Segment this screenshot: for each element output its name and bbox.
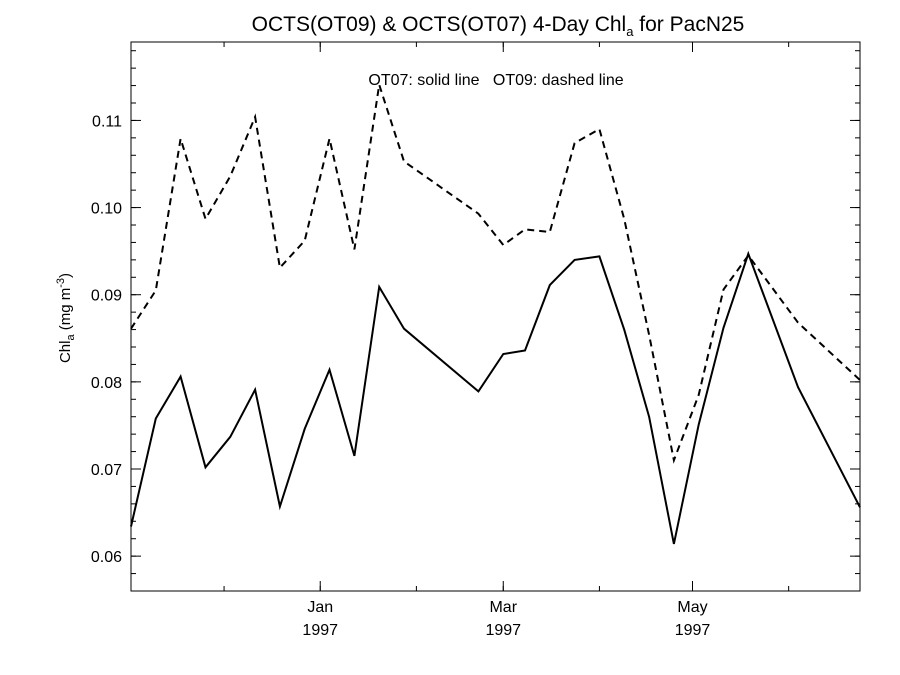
axes (130, 41, 861, 592)
y-tick-label: 0.06 (91, 549, 122, 566)
tick-marks (130, 42, 860, 592)
series-line-ot07 (130, 250, 861, 545)
y-tick-labels: 0.06 0.07 0.08 0.09 0.10 0.11 (91, 113, 122, 566)
x-tick-label: 1997 (485, 622, 521, 639)
y-tick-label: 0.11 (92, 113, 122, 130)
plot-frame (130, 41, 861, 592)
chart-title: OCTS(OT09) & OCTS(OT07) 4-Day Chla for P… (252, 13, 745, 39)
x-tick-labels: Jan 1997 Mar 1997 May 1997 (302, 599, 710, 639)
x-tick-label: 1997 (302, 622, 338, 639)
x-tick-label: Jan (307, 599, 333, 616)
x-tick-label: 1997 (675, 622, 711, 639)
series-lines (130, 84, 861, 545)
line-style-annotation: OT07: solid line OT09: dashed line (368, 72, 623, 89)
y-tick-label: 0.09 (91, 288, 122, 305)
y-tick-label: 0.10 (91, 201, 122, 218)
y-axis-label: Chla (mg m-3) (55, 273, 77, 363)
x-tick-label: Mar (489, 599, 517, 616)
series-line-ot09 (130, 84, 861, 464)
x-tick-label: May (677, 599, 707, 616)
y-tick-label: 0.08 (91, 375, 122, 392)
y-tick-label: 0.07 (91, 462, 122, 479)
